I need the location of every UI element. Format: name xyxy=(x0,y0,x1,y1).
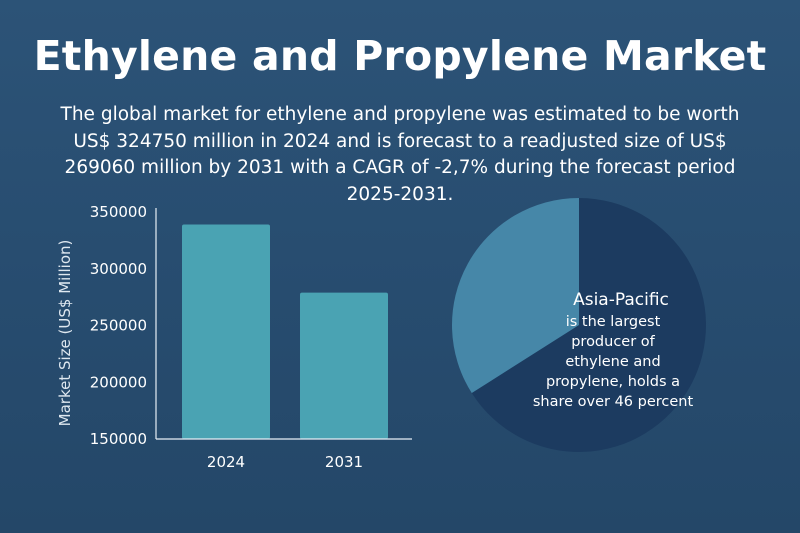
y-tick-label: 250000 xyxy=(90,317,147,335)
y-tick-label: 350000 xyxy=(90,203,147,221)
bars xyxy=(182,224,388,439)
y-tick-label: 150000 xyxy=(90,430,147,448)
pie-callout: Asia-Pacific is the largest producer of … xyxy=(512,288,700,412)
y-axis-ticks: 350000 300000 250000 200000 150000 xyxy=(90,203,147,448)
page-title: Ethylene and Propylene Market xyxy=(33,32,767,80)
callout-line-1: is the largest xyxy=(565,314,661,330)
market-summary: The global market for ethylene and propy… xyxy=(60,104,740,205)
y-axis-title: Market Size (US$ Million) xyxy=(56,240,74,427)
bar-2024 xyxy=(182,224,270,439)
pie-slice-other xyxy=(452,198,579,394)
callout-line-5: share over 46 percent xyxy=(532,394,694,410)
callout-line-2: producer of xyxy=(571,334,655,350)
callout-line-4: propylene, holds a xyxy=(545,374,681,390)
x-axis-ticks: 2024 2031 xyxy=(207,453,363,471)
y-tick-label: 200000 xyxy=(90,373,147,391)
x-tick-label: 2024 xyxy=(207,453,245,471)
y-tick-label: 300000 xyxy=(90,260,147,278)
bar-chart: Market Size (US$ Million) 350000 300000 25… xyxy=(56,203,412,471)
callout-line-3: ethylene and xyxy=(565,354,661,370)
x-tick-label: 2031 xyxy=(325,453,363,471)
callout-region-label: Asia-Pacific xyxy=(573,290,669,310)
bar-2031 xyxy=(300,292,388,439)
pie-slice-asia-pacific xyxy=(471,198,706,452)
pie-chart xyxy=(452,198,706,452)
